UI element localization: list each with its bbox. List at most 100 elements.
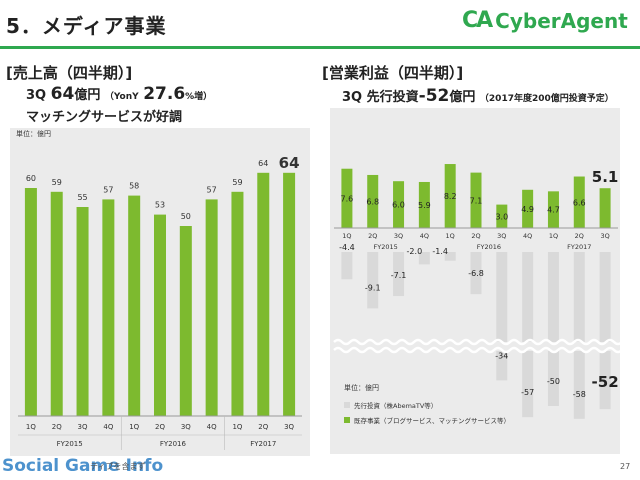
profit-tick-label: 2Q (368, 232, 377, 240)
right-headline: 3Q 先行投資-52億円 （2017年度200億円投資予定） (342, 86, 614, 106)
revenue-bar (283, 172, 296, 416)
profit-negative-label: -50 (547, 377, 560, 386)
legend-gray-label: 先行投資（株AbemaTV等） (354, 401, 437, 410)
revenue-bar (205, 199, 218, 416)
profit-tick-label: 1Q (446, 232, 455, 240)
profit-tick-label: 3Q (394, 232, 403, 240)
right-section-title: [営業利益（四半期）] (322, 64, 464, 82)
profit-negative-label: -52 (592, 373, 619, 391)
profit-tick-label: 1Q (342, 232, 351, 240)
profit-positive-bar (599, 188, 611, 228)
profit-positive-bar (393, 181, 405, 228)
left-headline-yoy-suffix: %増） (185, 92, 213, 102)
profit-positive-label: 5.1 (592, 168, 619, 186)
revenue-tick-label: 1Q (129, 423, 139, 431)
profit-group-label: FY2016 (477, 243, 501, 251)
page-title: 5．メディア事業 (6, 14, 167, 38)
profit-tick-label: 2Q (471, 232, 480, 240)
profit-negative-label: -57 (521, 388, 534, 397)
profit-tick-label: 4Q (420, 232, 429, 240)
right-headline-note: （2017年度200億円投資予定） (479, 94, 614, 104)
profit-negative-label: -34 (495, 351, 508, 360)
brand-name: CyberAgent (495, 8, 628, 33)
profit-tick-label: 1Q (549, 232, 558, 240)
profit-group-label: FY2017 (567, 243, 591, 251)
profit-positive-bar (522, 189, 534, 228)
profit-negative-bar (393, 252, 405, 297)
profit-negative-bar (573, 252, 585, 419)
revenue-bar (128, 195, 141, 416)
revenue-tick-label: 3Q (284, 423, 294, 431)
left-headline-quarter: 3Q (26, 88, 47, 103)
revenue-tick-label: 2Q (155, 423, 165, 431)
profit-negative-bar (599, 252, 611, 410)
right-headline-value: -52 (418, 86, 450, 106)
profit-positive-label: 4.9 (521, 205, 534, 214)
revenue-value-label: 57 (207, 185, 217, 194)
profit-positive-bar (341, 168, 353, 228)
profit-chart: 7.6 6.8 6.0 5.9 8.2 7.1 3.0 4.9 4.7 6.6 5.1 1Q 2Q 3Q 4… (333, 164, 623, 425)
revenue-bar (24, 188, 37, 416)
page-number: 27 (620, 462, 631, 471)
revenue-bar (76, 207, 89, 416)
revenue-value-label: 55 (77, 193, 87, 202)
revenue-tick-label: 4Q (207, 423, 217, 431)
revenue-group-label: FY2015 (57, 440, 83, 448)
revenue-value-label: 58 (129, 182, 139, 191)
revenue-bar (102, 199, 115, 416)
revenue-tick-label: 2Q (52, 423, 62, 431)
left-headline-value: 64 (50, 84, 75, 104)
revenue-bar (50, 191, 63, 416)
profit-negative-bar (418, 252, 430, 265)
revenue-chart: 単位：億円 60 1Q 59 2Q 55 3Q 57 4Q 58 1Q 53 2Q 50 3Q 57 4Q 59 1… (16, 129, 302, 450)
profit-tick-label: 2Q (575, 232, 584, 240)
profit-positive-label: 3.0 (495, 212, 508, 221)
profit-group-label: FY2015 (374, 243, 398, 251)
left-section-title: [売上高（四半期）] (6, 64, 133, 82)
profit-axis-break-gap (334, 342, 618, 351)
profit-positive-bar (418, 181, 430, 228)
revenue-bar (231, 191, 244, 416)
profit-tick-label: 3Q (497, 232, 506, 240)
left-headline-unit: 億円 (74, 88, 101, 103)
profit-negative-bar (367, 252, 379, 309)
revenue-tick-label: 2Q (258, 423, 268, 431)
profit-tick-label: 4Q (523, 232, 532, 240)
profit-positive-bar (444, 164, 456, 228)
legend-gray-swatch (344, 402, 350, 408)
watermark: Social Game Info (2, 456, 164, 476)
revenue-group-label: FY2016 (160, 440, 187, 448)
left-headline-yoy-label: （YonY (104, 92, 139, 102)
profit-negative-bar (496, 252, 508, 381)
revenue-group-label: FY2017 (250, 440, 276, 448)
profit-positive-label: 5.9 (418, 201, 431, 210)
profit-negative-label: -7.1 (391, 271, 407, 280)
profit-negative-bar (547, 252, 559, 406)
profit-negative-bar (444, 252, 456, 261)
profit-positive-label: 8.2 (444, 192, 457, 201)
profit-positive-bar (470, 172, 482, 228)
revenue-value-label: 59 (52, 178, 62, 187)
logo-mark-icon: CA (462, 8, 493, 33)
legend-green-label: 既存事業（ブログサービス、マッチングサービス等） (354, 416, 510, 425)
profit-negative-label: -9.1 (365, 283, 381, 292)
revenue-value-label: 64 (258, 159, 268, 168)
profit-positive-bar (573, 176, 585, 228)
revenue-bar (257, 172, 270, 416)
revenue-value-label: 50 (181, 212, 191, 221)
profit-negative-label: -6.8 (468, 269, 484, 278)
profit-positive-label: 7.6 (341, 194, 354, 203)
profit-negative-label: -58 (573, 390, 586, 399)
profit-negative-bar (522, 252, 534, 418)
footer-note: ティブを含まず (90, 462, 146, 471)
profit-negative-bar (341, 252, 353, 280)
right-headline-quarter: 3Q (342, 90, 363, 105)
revenue-value-label: 57 (103, 185, 113, 194)
profit-negative-bar (470, 252, 482, 295)
profit-positive-label: 7.1 (470, 196, 483, 205)
revenue-tick-label: 3Q (181, 423, 191, 431)
profit-tick-label: 3Q (600, 232, 609, 240)
profit-positive-bar (367, 174, 379, 228)
revenue-value-label: 59 (232, 178, 242, 187)
revenue-bar (154, 214, 166, 416)
